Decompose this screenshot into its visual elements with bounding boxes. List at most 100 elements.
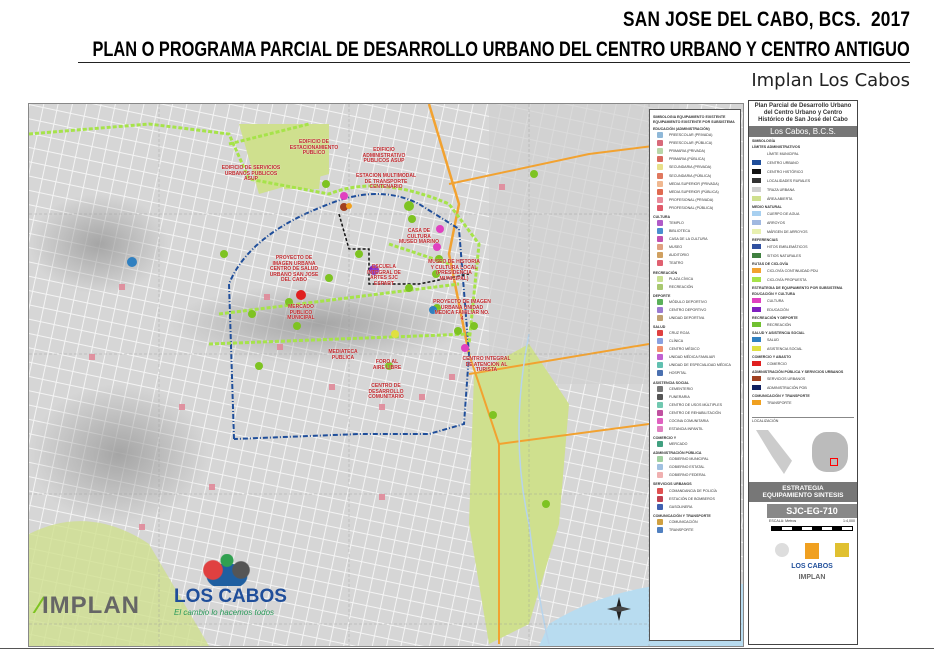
legend-item-label: MEDIA SUPERIOR (PÚBLICA) (669, 189, 719, 194)
legend-item: PROFESIONAL (PÚBLICA) (653, 204, 737, 212)
legend-symbol-icon (752, 196, 761, 201)
map-canvas[interactable]: EDIFICIO DE ESTACIONAMIENTO PUBLICO EDIF… (28, 103, 744, 647)
legend-item: ADMINISTRACIÓN POB (749, 383, 857, 392)
legend-item: FUNERARIA (653, 393, 737, 401)
scale-ratio: 1:4,000 (843, 519, 855, 523)
legend-symbol-icon (657, 252, 663, 259)
legend-symbol-icon (657, 393, 663, 400)
legend-item-label: CENTRO DEPORTIVO (669, 307, 707, 312)
legend-section-heading: CULTURA (653, 214, 671, 219)
legend-item-label: HOSPITAL (669, 371, 687, 376)
legend-symbol-icon (752, 151, 761, 156)
map-label: MUSEO DE HISTORIA Y CULTURA LOCAL (PRESI… (428, 259, 480, 282)
legend-item-label: CICLOVÍA CONTINUIDAD PDU (767, 268, 819, 273)
map-label: CENTRO INTEGRAL DE ATENCION AL TURISTA (462, 356, 511, 373)
legend-symbol-icon (657, 164, 663, 171)
legend-symbol-icon (752, 307, 761, 312)
legend-item: MEDIA SUPERIOR (PÚBLICA) (653, 188, 737, 196)
legend-item: ARROYOS (749, 218, 857, 227)
legend-item-label: CENTRO DE USOS MÚLTIPLES (669, 402, 723, 407)
legend-symbol-icon (657, 306, 663, 313)
legend-item-label: BIBLIOTECA (669, 229, 691, 234)
legend-item: PREESCOLAR (PRIVADA) (653, 131, 737, 139)
legend-section-heading: DEPORTE (653, 293, 671, 298)
legend-item-label: UNIDAD DEPORTIVA (669, 315, 705, 320)
legend-item: LÍMITE MUNICIPAL (749, 149, 857, 158)
legend-item-label: CLÍNICA (669, 339, 684, 344)
legend-section-heading: ADMINISTRACIÓN PÚBLICA Y SERVICIOS URBAN… (752, 370, 844, 374)
legend-item: MUSEO (653, 243, 737, 251)
legend-item: CENTRO URBANO (749, 158, 857, 167)
legend-item: TRANSPORTE (749, 398, 857, 407)
legend-item-label: SITIOS NATURALES (767, 253, 802, 258)
legend-item-label: GASOLINERA (669, 504, 693, 509)
legend-item: UNIDAD MÉDICA FAMILIAR (653, 353, 737, 361)
legend-item: ESTANCIA INFANTIL (653, 425, 737, 433)
legend-item: HOSPITAL (653, 369, 737, 377)
legend-item-label: MUSEO (669, 245, 683, 250)
legend-symbol-icon (657, 244, 663, 251)
legend-item-label: CENTRO DE REHABILITACIÓN (669, 410, 721, 415)
legend-section-heading: SALUD Y ASISTENCIA SOCIAL (752, 331, 805, 335)
legend-item-label: FUNERARIA (669, 394, 690, 399)
legend-item-label: CUERPO DE AGUA (767, 211, 800, 216)
legend-symbol-icon (752, 346, 761, 351)
legend-section-heading: SALUD (653, 324, 666, 329)
map-label: PROYECTO DE IMAGEN URBANA CENTRO DE SALU… (269, 255, 319, 283)
centro-historico-boundary (338, 213, 470, 285)
legend-item-label: RECREACIÓN (767, 322, 791, 327)
legend-item-label: LOCALIDADES RURALES (767, 178, 811, 183)
sheet-code: SJC-EG-710 (767, 504, 857, 518)
title-divider (78, 62, 910, 63)
legend-item-label: SALUD (767, 337, 779, 342)
legend-item: BIBLIOTECA (653, 227, 737, 235)
legend-item: GOBIERNO ESTATAL (653, 463, 737, 471)
document-title: SAN JOSE DEL CABO, BCS. 2017 (622, 8, 910, 31)
legend-item-label: ÁREA ABIERTA (767, 196, 793, 201)
legend-section-heading: ADMINISTRACIÓN PÚBLICA (653, 451, 702, 456)
legend-item: COMERCIO (749, 359, 857, 368)
legend-item-label: COMANDANCIA DE POLICÍA (669, 488, 717, 493)
legend-item: CENTRO DEPORTIVO (653, 306, 737, 314)
legend-symbol-icon (657, 330, 663, 337)
legend-item: COMANDANCIA DE POLICÍA (653, 486, 737, 494)
organization-name: Implan Los Cabos (751, 70, 910, 91)
legend-item: GASOLINERA (653, 503, 737, 511)
legend-symbol-icon (657, 204, 663, 211)
legend-symbol-icon (657, 298, 663, 305)
legend-item-label: RECREACIÓN (669, 284, 693, 289)
legend-item: MÓDULO DEPORTIVO (653, 298, 737, 306)
legend-item-label: ARROYOS (767, 220, 785, 225)
legend-symbol-icon (657, 180, 663, 187)
legend-symbol-icon (752, 337, 761, 342)
scale-label: ESCALA: Metros (769, 519, 797, 523)
legend-item: CENTRO MÉDICO (653, 345, 737, 353)
legend-item: GOBIERNO MUNICIPAL (653, 455, 737, 463)
legend-section-heading: REFERENCIAS (752, 238, 778, 242)
map-label: CASA DE CULTURA MUSEO MARINO (399, 228, 439, 245)
handshake-icon (192, 554, 262, 586)
los-cabos-logo: LOS CABOS El cambio lo hacemos todos (174, 554, 287, 617)
legend-symbol-icon (657, 385, 663, 392)
legend-symbol-icon (657, 503, 663, 510)
legend-item-label: ESTANCIA INFANTIL (669, 427, 704, 432)
legend-section-heading: COMUNICACIÓN Y TRANSPORTE (653, 513, 711, 518)
legend-section-heading: RUTAS DE CICLOVÍA (752, 262, 789, 266)
legend-item-label: COMUNICACIÓN (669, 519, 698, 524)
legend-item-label: ADMINISTRACIÓN POB (767, 385, 807, 390)
legend-symbol-icon (752, 244, 761, 249)
legend-symbol-icon (657, 148, 663, 155)
legend-symbol-icon (752, 277, 761, 282)
legend-symbol-icon (752, 220, 761, 225)
legend-symbol-icon (657, 188, 663, 195)
legend-item-label: UNIDAD DE ESPECIALIDAD MÉDICA (669, 363, 731, 368)
legend-symbol-icon (657, 518, 663, 525)
legend-symbol-icon (657, 338, 663, 345)
legend-symbol-icon (657, 196, 663, 203)
implan-logo: ∕IMPLAN (37, 592, 141, 619)
legend-symbol-icon (657, 172, 663, 179)
legend-symbol-icon (752, 187, 761, 192)
legend-symbol-icon (657, 441, 663, 448)
legend-item-label: UNIDAD MÉDICA FAMILIAR (669, 355, 715, 360)
map-base (29, 104, 743, 646)
